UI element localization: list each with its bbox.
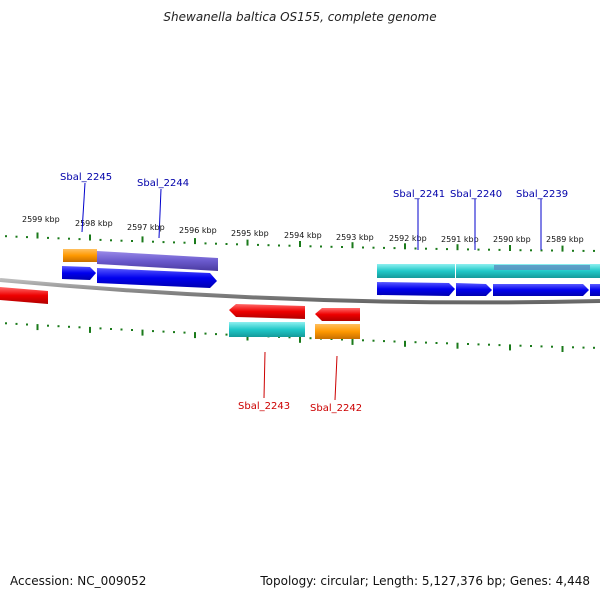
leader-line — [158, 188, 162, 239]
scale-label: 2596 kbp — [179, 226, 217, 235]
scale-label: 2591 kbp — [441, 235, 479, 244]
gene-arrow-red[interactable] — [0, 287, 48, 304]
gene-arrow-red[interactable] — [229, 304, 305, 319]
leader-line — [334, 355, 338, 401]
feature-bar-orange[interactable] — [315, 324, 360, 339]
scale-label: 2598 kbp — [75, 219, 113, 228]
scale-label: 2599 kbp — [22, 215, 60, 224]
feature-bar-steel[interactable] — [494, 265, 590, 270]
scale-label: 2594 kbp — [284, 231, 322, 240]
scale-label: 2595 kbp — [231, 229, 269, 238]
feature-bar-purple[interactable] — [97, 251, 218, 271]
gene-arrow-blue[interactable] — [97, 268, 217, 288]
gene-arrow-blue[interactable] — [62, 266, 96, 280]
scale-label: 2597 kbp — [127, 223, 165, 232]
gene-label[interactable]: Sbal_2242 — [310, 403, 362, 414]
gene-label[interactable]: Sbal_2240 — [450, 189, 502, 200]
gene-label[interactable]: Sbal_2239 — [516, 189, 568, 200]
scale-label: 2590 kbp — [493, 235, 531, 244]
feature-bar-cyan[interactable] — [456, 264, 493, 278]
gene-label[interactable]: Sbal_2244 — [137, 178, 189, 189]
genome-backbone — [0, 278, 600, 305]
leader-line — [81, 182, 86, 233]
reverse-genes — [0, 287, 360, 321]
feature-bar-cyan[interactable] — [590, 264, 600, 278]
scale-label: 2589 kbp — [546, 235, 584, 244]
leader-line — [263, 351, 266, 399]
feature-bar-cyan[interactable] — [377, 264, 455, 278]
scale-labels: 2599 kbp 2598 kbp 2597 kbp 2596 kbp 2595… — [22, 215, 584, 244]
gene-label[interactable]: Sbal_2243 — [238, 401, 290, 412]
gene-label[interactable]: Sbal_2245 — [60, 172, 112, 183]
accession-text: Accession: NC_009052 — [10, 574, 147, 588]
gene-arrow-blue[interactable] — [456, 283, 492, 296]
scale-label: 2593 kbp — [336, 233, 374, 242]
feature-bar-orange[interactable] — [63, 249, 97, 262]
gene-arrow-blue[interactable] — [377, 282, 455, 296]
lower-feature-bars — [229, 322, 360, 339]
gene-labels: Sbal_2245 Sbal_2244 Sbal_2241 Sbal_2240 … — [60, 172, 568, 414]
forward-genes — [62, 266, 600, 296]
gene-arrow-red[interactable] — [315, 308, 360, 321]
scale-label: 2592 kbp — [389, 234, 427, 243]
upper-tick-row — [5, 232, 595, 252]
genome-summary-text: Topology: circular; Length: 5,127,376 bp… — [260, 574, 590, 588]
upper-feature-bars — [63, 249, 600, 278]
gene-arrow-blue[interactable] — [493, 284, 589, 296]
gene-label[interactable]: Sbal_2241 — [393, 189, 445, 200]
feature-bar-cyan[interactable] — [229, 322, 305, 337]
gene-arrow-blue[interactable] — [590, 284, 600, 296]
map-title: Shewanella baltica OS155, complete genom… — [163, 10, 437, 24]
label-leaders — [81, 182, 542, 401]
